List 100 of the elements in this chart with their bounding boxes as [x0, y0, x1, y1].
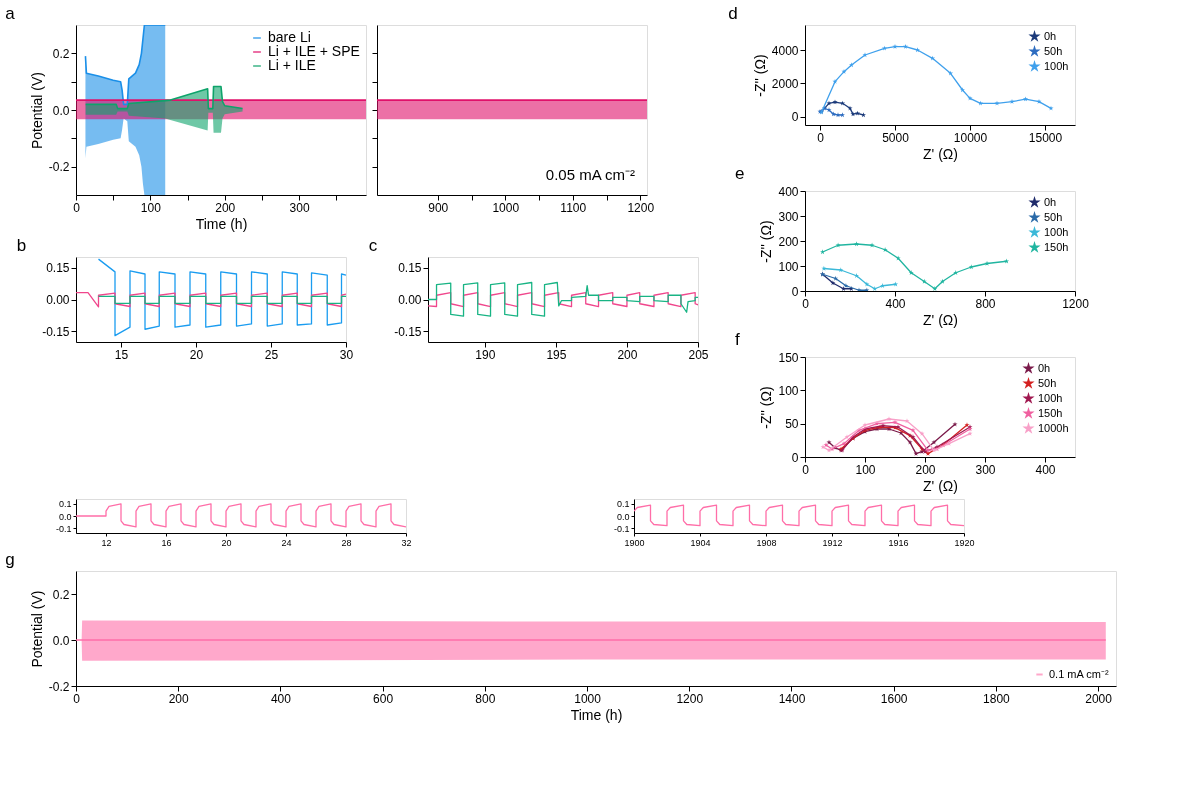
chart-title: e: [734, 164, 745, 183]
x-tick-label: 1904: [690, 537, 711, 548]
y-tick-label: 0: [791, 450, 799, 465]
x-tick-label: 205: [688, 347, 709, 362]
chart-title: f: [734, 330, 740, 349]
annotation: 0.05 mA cm⁻²: [545, 166, 635, 183]
chart-title: b: [16, 236, 27, 255]
x-tick-label: 1908: [756, 537, 777, 548]
x-tick-label: 1912: [822, 537, 843, 548]
y-tick-label: 100: [778, 259, 799, 274]
y-tick-label: 400: [778, 184, 799, 199]
x-tick-label: 32: [401, 537, 412, 548]
x-tick-label: 0: [802, 462, 810, 477]
x-tick-label: 400: [885, 296, 906, 311]
x-tick-label: 1200: [1062, 296, 1090, 311]
legend-label: Li + ILE + SPE: [268, 43, 360, 59]
x-tick-label: 30: [339, 347, 354, 362]
x-tick-label: 900: [428, 200, 449, 215]
x-tick-label: 1600: [880, 691, 908, 706]
x-tick-label: 16: [161, 537, 172, 548]
x-tick-label: 1200: [676, 691, 704, 706]
x-tick-label: 200: [215, 200, 236, 215]
y-tick-label: 4000: [771, 43, 799, 58]
x-tick-label: 195: [546, 347, 567, 362]
chart-title: a: [5, 4, 16, 23]
legend-label: 50h: [1044, 210, 1063, 223]
y-tick-label: 50: [785, 417, 799, 432]
x-tick-label: 1200: [627, 200, 655, 215]
y-tick-label: -0.15: [42, 324, 70, 339]
y-tick-label: 0.2: [52, 46, 70, 61]
x-tick-label: 12: [101, 537, 112, 548]
chart-title: d: [728, 4, 738, 23]
x-tick-label: 5000: [882, 130, 910, 145]
legend-label: 1000h: [1038, 421, 1069, 434]
y-axis-title: -Z'' (Ω): [751, 54, 768, 97]
y-tick-label: 0: [791, 284, 799, 299]
y-tick-label: -0.1: [613, 523, 630, 534]
x-tick-label: 800: [975, 296, 996, 311]
y-tick-label: 0.15: [398, 261, 422, 276]
x-tick-label: 15: [114, 347, 129, 362]
legend-label: 150h: [1044, 240, 1069, 253]
legend-label: Li + ILE: [268, 57, 316, 73]
x-tick-label: 200: [915, 462, 936, 477]
y-axis-title: Potential (V): [28, 71, 45, 150]
x-tick-label: 0: [802, 296, 810, 311]
x-tick-label: 0: [817, 130, 825, 145]
x-tick-label: 1000: [574, 691, 602, 706]
legend-label: 0h: [1044, 29, 1057, 42]
x-axis-title: Time (h): [195, 215, 248, 232]
x-tick-label: 20: [189, 347, 204, 362]
y-tick-label: -0.2: [48, 679, 70, 694]
x-tick-label: 1920: [954, 537, 975, 548]
legend-label: bare Li: [268, 29, 311, 45]
y-tick-label: 0.0: [616, 511, 630, 522]
x-tick-label: 300: [289, 200, 310, 215]
chart-title: g: [5, 550, 15, 569]
legend-label: 100h: [1044, 59, 1069, 72]
y-tick-label: 0.0: [58, 511, 72, 522]
y-tick-label: 0.00: [46, 293, 70, 307]
legend-label: 0h: [1044, 195, 1057, 208]
x-axis-title: Z' (Ω): [923, 311, 958, 328]
legend-label: 0h: [1038, 361, 1051, 374]
y-tick-label: 0.0: [52, 103, 70, 118]
y-tick-label: -0.1: [55, 523, 72, 534]
chart-title: c: [368, 236, 378, 255]
y-tick-label: 0.2: [52, 587, 70, 602]
x-tick-label: 24: [281, 537, 292, 548]
y-tick-label: 100: [778, 383, 799, 398]
x-tick-label: 600: [373, 691, 394, 706]
y-axis-title: -Z'' (Ω): [758, 220, 775, 263]
x-tick-label: 1900: [624, 537, 645, 548]
y-tick-label: 200: [778, 234, 799, 249]
x-axis-title: Z' (Ω): [923, 477, 958, 494]
x-tick-label: 2000: [1085, 691, 1113, 706]
legend-label: 50h: [1038, 376, 1057, 389]
x-tick-label: 100: [140, 200, 162, 215]
y-axis-title: -Z'' (Ω): [758, 386, 775, 429]
legend-label: 100h: [1044, 225, 1069, 238]
y-tick-label: 0: [791, 110, 799, 125]
x-tick-label: 20: [221, 537, 232, 548]
legend-label: 100h: [1038, 391, 1063, 404]
y-tick-label: 0.15: [46, 261, 70, 276]
y-tick-label: -0.2: [48, 160, 70, 175]
x-tick-label: 200: [168, 691, 190, 706]
y-tick-label: 0.1: [58, 499, 72, 510]
x-tick-label: 400: [270, 691, 292, 706]
x-tick-label: 1100: [560, 200, 587, 215]
y-tick-label: -0.15: [394, 324, 422, 339]
x-tick-label: 1000: [492, 200, 520, 215]
x-tick-label: 1400: [778, 691, 806, 706]
y-tick-label: 0.0: [52, 633, 70, 648]
x-axis-title: Z' (Ω): [923, 145, 958, 162]
legend-label: 50h: [1044, 44, 1063, 57]
x-tick-label: 15000: [1028, 130, 1063, 145]
x-tick-label: 25: [264, 347, 279, 362]
x-tick-label: 1800: [983, 691, 1011, 706]
x-tick-label: 1916: [888, 537, 909, 548]
x-tick-label: 10000: [953, 130, 988, 145]
y-tick-label: 150: [778, 350, 799, 365]
x-tick-label: 190: [475, 347, 496, 362]
